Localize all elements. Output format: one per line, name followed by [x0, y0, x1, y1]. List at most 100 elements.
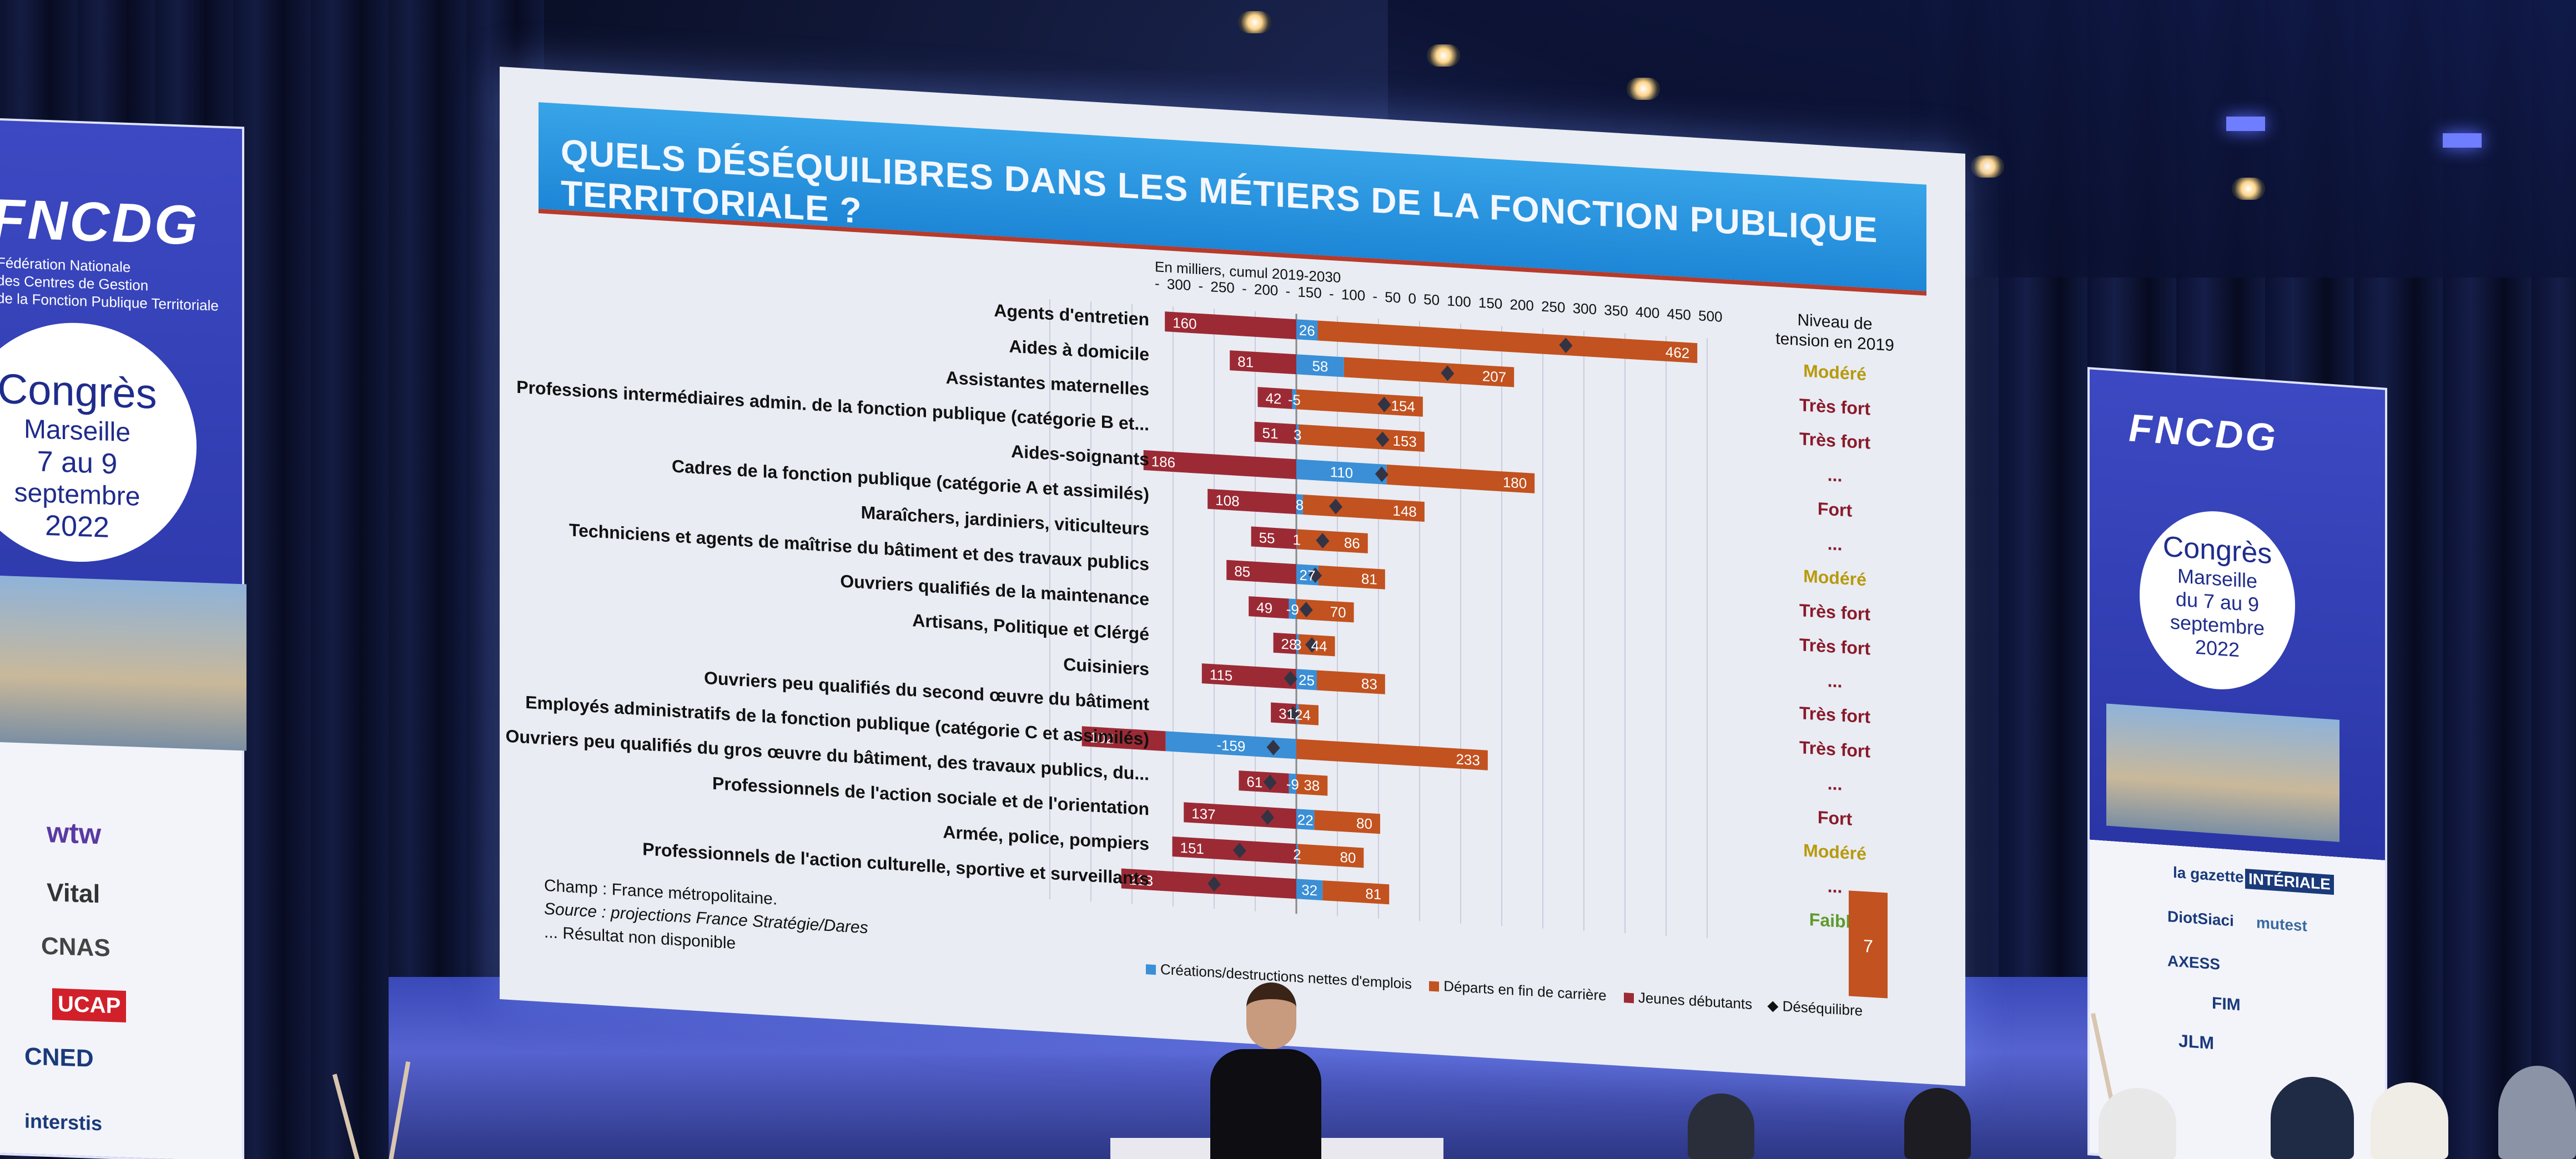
sponsor-logo: UCAP	[52, 988, 127, 1022]
highlight-value-box: 7	[1849, 890, 1888, 999]
label-jeunes: 160	[1173, 314, 1196, 332]
org-name-line: de la Fonction Publique Territoriale	[0, 289, 219, 314]
event-name: Congrès	[0, 365, 157, 418]
marker-desequilibre	[1284, 671, 1297, 687]
panelist	[1904, 1088, 1971, 1159]
bar-jeunes	[1208, 488, 1297, 515]
marker-desequilibre	[1299, 602, 1313, 618]
fncdg-logo: FNCDG	[0, 187, 200, 257]
sponsor-logo: la gazette	[2173, 863, 2244, 886]
right-event-banner: FNCDG Congrès Marseille du 7 au 9 septem…	[2087, 367, 2387, 1159]
bar-jeunes	[1273, 632, 1297, 654]
bar-departs	[1296, 774, 1328, 796]
bar-departs	[1296, 389, 1423, 417]
bar-departs	[1299, 704, 1319, 725]
marker-desequilibre	[1375, 466, 1388, 482]
sponsor-logo: AXESS	[2167, 952, 2220, 973]
event-circle: Congrès Marseille 7 au 9 septembre 2022	[0, 319, 197, 566]
label-jeunes: 85	[1234, 563, 1250, 581]
sponsor-logo: CNED	[24, 1042, 94, 1072]
led-light	[2443, 133, 2482, 148]
speaker-head	[1246, 982, 1296, 1049]
bar-departs	[1317, 670, 1385, 694]
stage-spotlight	[1627, 78, 1660, 100]
marker-desequilibre	[1286, 706, 1300, 722]
sponsor-logo: JLM	[2178, 1030, 2214, 1054]
label-creations: 58	[1312, 357, 1328, 375]
bar-jeunes	[1230, 350, 1296, 375]
sponsor-logo: FIM	[2212, 994, 2241, 1015]
fncdg-logo: FNCDG	[2129, 406, 2278, 460]
label-jeunes: 51	[1262, 425, 1279, 442]
bar-departs	[1386, 464, 1535, 493]
bar-creations	[1289, 598, 1297, 619]
bar-departs	[1296, 739, 1488, 770]
marker-desequilibre	[1232, 843, 1246, 859]
label-departs: 80	[1340, 849, 1356, 866]
label-departs: 180	[1503, 473, 1527, 492]
bar-jeunes	[1257, 387, 1292, 409]
bar-creations	[1165, 731, 1297, 759]
marker-desequilibre	[1316, 533, 1330, 549]
marker-desequilibre	[1208, 876, 1221, 892]
label-creations: 27	[1300, 567, 1316, 584]
label-departs: 44	[1311, 637, 1327, 655]
bar-departs	[1302, 494, 1425, 522]
label-creations: 3	[1294, 636, 1301, 653]
sponsor-logo: Vital	[47, 877, 100, 909]
sponsor-logo: mutest	[2256, 914, 2307, 935]
panelist	[2099, 1088, 2176, 1159]
label-creations: -5	[1288, 391, 1301, 408]
bar-creations	[1296, 844, 1298, 864]
label-creations: 3	[1294, 426, 1301, 444]
label-departs: 70	[1330, 603, 1346, 621]
label-jeunes: 55	[1259, 529, 1275, 547]
bar-creations	[1296, 459, 1387, 485]
label-creations: -9	[1286, 601, 1299, 618]
label-jeunes: 108	[1215, 492, 1239, 510]
bar-departs	[1318, 565, 1385, 589]
label-departs: 83	[1361, 675, 1377, 693]
marker-desequilibre	[1266, 739, 1280, 755]
marker-desequilibre	[1559, 337, 1573, 354]
bar-jeunes	[1226, 560, 1296, 584]
label-jeunes: 28	[1281, 636, 1297, 653]
label-creations: 8	[1296, 496, 1304, 513]
bar-creations	[1296, 529, 1297, 550]
left-event-banner: FNCDG Fédération Nationale des Centres d…	[0, 117, 246, 1159]
label-jeunes: 151	[1180, 839, 1204, 858]
bar-jeunes	[1254, 421, 1297, 445]
bar-jeunes	[1165, 311, 1296, 340]
label-jeunes: 61	[1246, 773, 1262, 791]
label-creations: 22	[1297, 811, 1314, 829]
bar-departs	[1299, 424, 1425, 452]
sponsor-logo: CNAS	[41, 932, 110, 962]
label-jeunes: 49	[1256, 599, 1272, 617]
marker-desequilibre	[1376, 431, 1390, 447]
panelist	[2371, 1082, 2448, 1159]
bar-creations	[1292, 389, 1296, 410]
bar-departs	[1344, 357, 1515, 387]
label-departs: 462	[1666, 344, 1689, 362]
bar-departs	[1297, 844, 1364, 868]
label-departs: 81	[1361, 570, 1377, 588]
panelist	[2271, 1077, 2354, 1159]
label-creations: 1	[1293, 531, 1301, 548]
label-creations: -9	[1286, 775, 1299, 793]
stage-spotlight	[1971, 155, 2004, 178]
label-departs: 24	[1295, 706, 1311, 724]
label-departs: 80	[1356, 815, 1372, 833]
marker-desequilibre	[1261, 809, 1275, 825]
bar-departs	[1317, 320, 1698, 364]
label-creations: 32	[1301, 881, 1317, 899]
stage-spotlight	[1427, 44, 1460, 67]
label-departs: 38	[1304, 777, 1320, 794]
sponsor-logo: wtw	[47, 816, 102, 851]
bar-creations	[1296, 634, 1299, 654]
bar-departs	[1322, 880, 1390, 905]
label-creations: 110	[1330, 463, 1353, 481]
panelist	[1688, 1094, 1754, 1159]
label-departs: 233	[1456, 750, 1480, 769]
bar-departs	[1314, 810, 1380, 834]
